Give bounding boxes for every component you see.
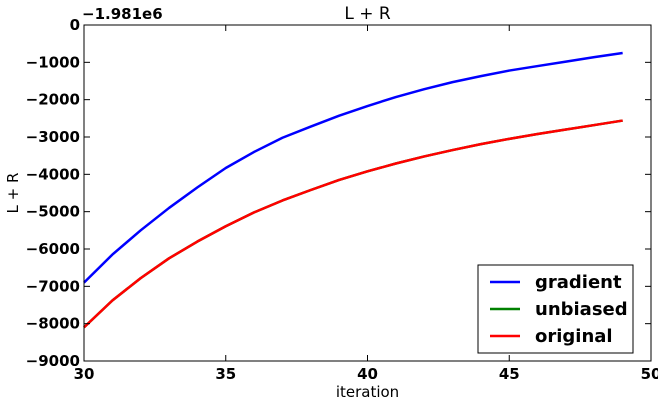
x-tick-label: 35 [215,365,236,383]
y-tick-label: −8000 [26,315,80,333]
ticks-layer: 30 35 40 45 50 0 −1000 −2000 −3000 −4000 −5000 −600… [26,16,658,383]
series-line-gradient [83,51,623,284]
y-tick-label: −2000 [26,91,80,109]
y-tick-label: −5000 [26,203,80,221]
x-tick-label: 50 [641,365,658,383]
y-tick-label: −6000 [26,240,80,258]
legend-label-gradient: gradient [535,272,622,293]
y-tick-label: −9000 [26,352,80,370]
y-tick-label: −7000 [26,277,80,295]
x-tick-label: 40 [357,365,378,383]
chart-title: L + R [344,4,391,24]
legend: gradient unbiased original [477,264,634,354]
y-tick-label: −3000 [26,128,80,146]
y-axis-label: L + R [4,173,22,214]
series-line-original [83,119,623,329]
legend-label-unbiased: unbiased [535,299,628,320]
x-tick-label: 30 [74,365,95,383]
y-tick-label: 0 [70,16,80,34]
x-tick-label: 45 [499,365,520,383]
series-layer [83,51,623,329]
y-axis-offset-label: −1.981e6 [82,5,163,23]
y-tick-label: −4000 [26,165,80,183]
y-tick-label: −1000 [26,53,80,71]
legend-label-original: original [535,326,613,347]
x-axis-label: iteration [336,383,399,401]
